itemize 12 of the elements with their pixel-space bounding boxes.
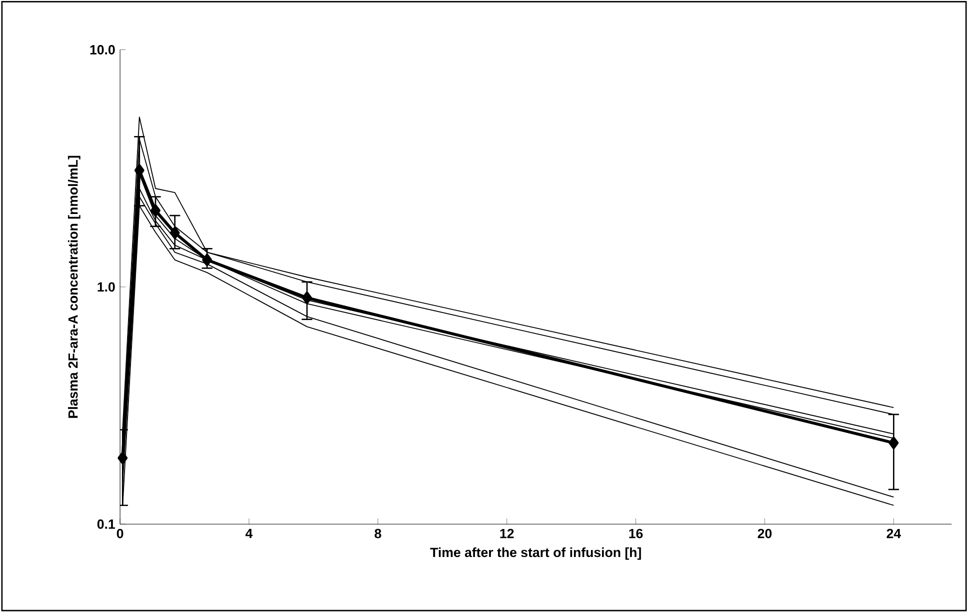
y-axis-title: Plasma 2F-ara-A concentration [nmol/mL] [68,156,80,418]
x-axis-title: Time after the start of infusion [h] [430,547,641,560]
x-tick-label: 4 [245,528,253,538]
y-tick-label: 1.0 [98,282,115,292]
x-tick-label: 16 [629,528,643,538]
x-tick-label: 24 [886,528,901,538]
y-tick-label: 10.0 [90,44,115,54]
x-tick-label: 12 [500,528,514,538]
x-tick-label: 20 [758,528,772,538]
x-tick-label: 8 [374,528,382,538]
x-tick-label: 0 [116,528,124,538]
y-tick-label: 0.1 [97,519,115,529]
